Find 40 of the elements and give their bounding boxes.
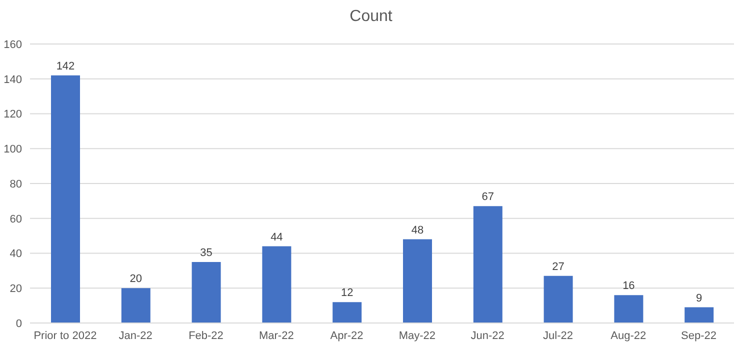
- bar: [473, 206, 502, 323]
- bar: [332, 302, 362, 323]
- y-tick-label: 60: [10, 213, 22, 226]
- y-tick-label: 120: [4, 108, 22, 121]
- x-tick-label: Feb-22: [188, 330, 224, 342]
- data-label: 20: [130, 273, 142, 286]
- bar: [192, 262, 221, 323]
- y-tick-label: 40: [10, 248, 22, 260]
- bar: [262, 246, 292, 323]
- x-tick-label: Apr-22: [330, 330, 364, 342]
- x-tick-label: Prior to 2022: [34, 330, 97, 342]
- data-label: 48: [411, 224, 424, 236]
- y-tick-label: 100: [4, 144, 22, 156]
- x-tick-label: Mar-22: [258, 330, 294, 342]
- x-tick-label: Jan-22: [118, 330, 152, 342]
- y-tick-label: 160: [4, 38, 22, 51]
- bar: [684, 307, 714, 323]
- data-label: 35: [200, 246, 212, 259]
- y-tick-label: 80: [10, 178, 22, 190]
- data-label: 44: [270, 231, 283, 244]
- y-tick-label: 20: [10, 283, 22, 296]
- bar: [544, 276, 573, 323]
- y-tick-label: 0: [16, 318, 22, 330]
- data-label: 16: [622, 280, 635, 292]
- x-tick-label: Jun-22: [470, 330, 504, 342]
- y-tick-label: 140: [4, 74, 22, 86]
- x-tick-label: Aug-22: [610, 330, 646, 342]
- bar: [614, 295, 644, 323]
- data-label: 27: [552, 260, 564, 273]
- data-label: 12: [340, 287, 354, 300]
- data-label: 9: [696, 292, 702, 304]
- data-label: 142: [56, 60, 75, 72]
- data-label: 67: [482, 191, 494, 204]
- bar: [51, 75, 80, 323]
- bar: [121, 288, 150, 323]
- chart-title: Count: [348, 8, 394, 26]
- bar: [403, 239, 432, 323]
- x-tick-label: Sep-22: [681, 330, 717, 342]
- x-tick-label: May-22: [398, 330, 436, 342]
- x-tick-label: Jul-22: [543, 330, 573, 342]
